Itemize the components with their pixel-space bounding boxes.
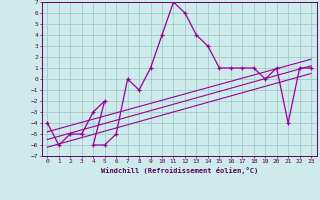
X-axis label: Windchill (Refroidissement éolien,°C): Windchill (Refroidissement éolien,°C) bbox=[100, 167, 258, 174]
